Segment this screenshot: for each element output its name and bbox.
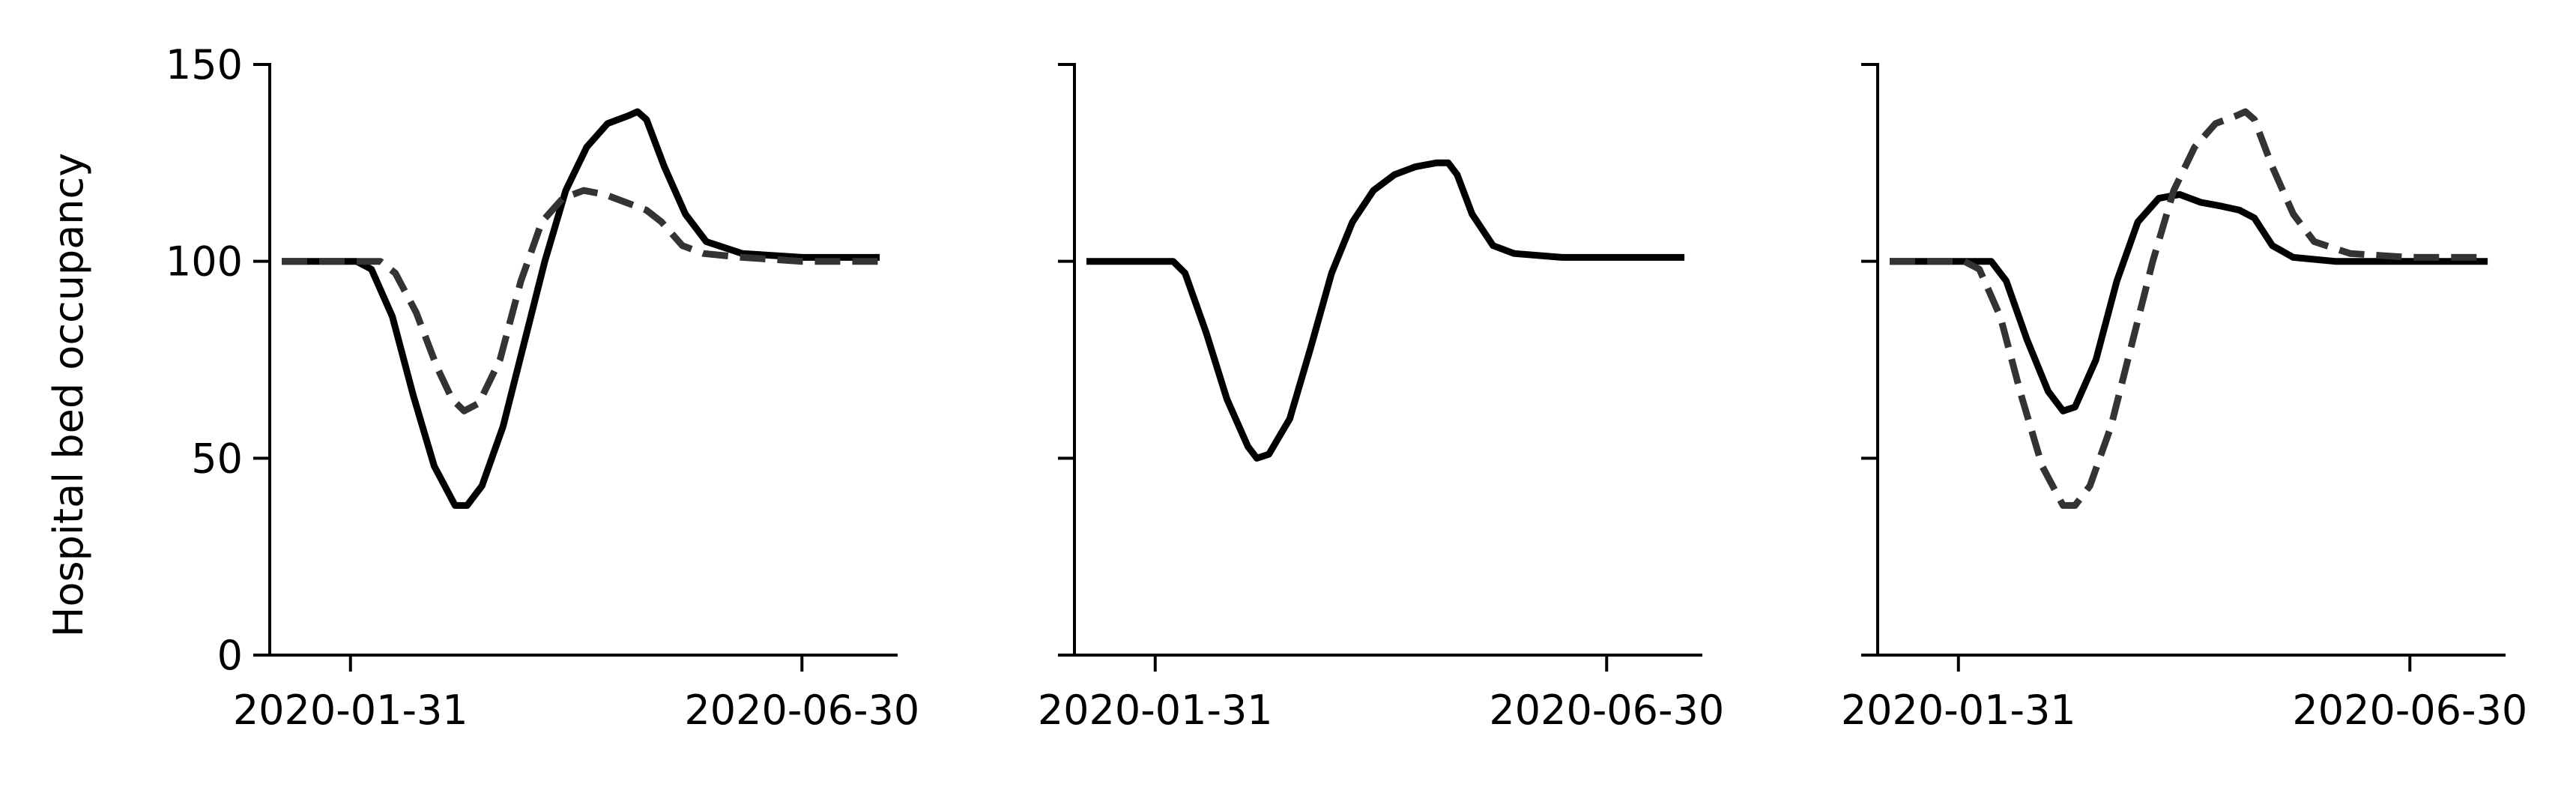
y-tick-label: 0 bbox=[217, 632, 243, 679]
panel-2: 2020-01-31 2020-06-30 bbox=[1038, 63, 1724, 734]
x-tick-label: 2020-06-30 bbox=[2292, 687, 2527, 734]
x-tick-label: 2020-06-30 bbox=[1489, 687, 1724, 734]
x-tick-label: 2020-01-31 bbox=[233, 687, 468, 734]
x-tick-label: 2020-01-31 bbox=[1841, 687, 2076, 734]
dashed-series-line bbox=[1890, 108, 2488, 509]
y-axis-label: Hospital bed occupancy bbox=[45, 153, 92, 637]
dashed-series-line bbox=[282, 187, 880, 414]
x-tick-label: 2020-06-30 bbox=[684, 687, 919, 734]
y-tick-label: 100 bbox=[166, 238, 243, 286]
solid-series-line bbox=[1086, 159, 1685, 462]
y-tick-label: 150 bbox=[166, 41, 243, 88]
solid-series-line bbox=[1890, 190, 2488, 414]
y-tick-label: 50 bbox=[191, 435, 243, 482]
solid-series-line bbox=[282, 108, 880, 509]
x-tick-label: 2020-01-31 bbox=[1038, 687, 1273, 734]
panel-1: 0 50 100 150 2020-01-31 2020-06-30 bbox=[166, 41, 919, 734]
panel-3: 2020-01-31 2020-06-30 bbox=[1841, 63, 2527, 734]
